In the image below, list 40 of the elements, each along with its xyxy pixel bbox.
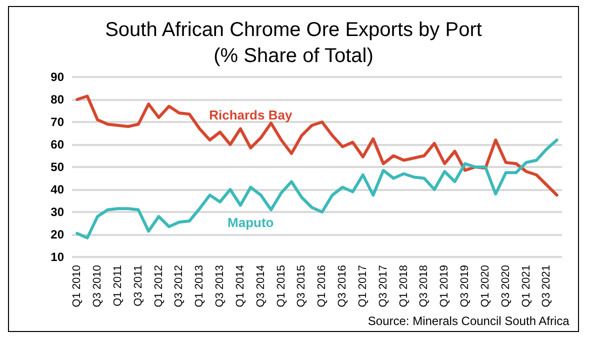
x-tick-label: Q1 2010 bbox=[71, 265, 84, 308]
x-tick-label: Q1 2014 bbox=[234, 265, 246, 308]
x-tick-label: Q1 2016 bbox=[316, 265, 328, 308]
x-tick-label: Q1 2015 bbox=[275, 265, 288, 308]
y-tick-label: 50 bbox=[50, 160, 64, 174]
chart-subtitle: (% Share of Total) bbox=[214, 45, 374, 67]
x-tick-label: Q3 2021 bbox=[540, 265, 553, 308]
series-label: Richards Bay bbox=[209, 107, 293, 122]
x-tick-label: Q3 2010 bbox=[92, 265, 104, 308]
x-tick-label: Q3 2012 bbox=[173, 265, 186, 308]
x-tick-label: Q3 2013 bbox=[214, 265, 226, 308]
y-tick-label: 20 bbox=[50, 228, 64, 242]
x-tick-label: Q3 2011 bbox=[132, 265, 144, 306]
x-tick-label: Q3 2017 bbox=[377, 265, 390, 308]
x-tick-label: Q1 2013 bbox=[194, 265, 206, 308]
x-tick-label: Q1 2017 bbox=[356, 265, 369, 308]
y-tick-label: 80 bbox=[50, 92, 64, 106]
x-tick-label: Q1 2018 bbox=[398, 265, 410, 308]
y-tick-label: 70 bbox=[50, 115, 64, 129]
x-tick-label: Q3 2019 bbox=[459, 265, 472, 308]
y-tick-label: 60 bbox=[50, 138, 64, 152]
chart-title: South African Chrome Ore Exports by Port bbox=[105, 19, 482, 41]
x-tick-label: Q1 2019 bbox=[438, 265, 451, 308]
y-tick-label: 30 bbox=[50, 205, 64, 219]
x-tick-label: Q3 2016 bbox=[336, 265, 349, 308]
series-label: Maputo bbox=[228, 214, 274, 230]
x-tick-label: Q1 2020 bbox=[479, 265, 492, 308]
x-tick-label: Q3 2014 bbox=[254, 265, 267, 308]
x-tick-label: Q1 2011 bbox=[112, 265, 124, 306]
x-tick-label: Q3 2020 bbox=[500, 265, 512, 308]
line-series bbox=[76, 94, 558, 197]
y-tick-label: 10 bbox=[50, 250, 64, 264]
y-tick-label: 90 bbox=[50, 70, 64, 84]
y-tick-label: 40 bbox=[50, 182, 64, 196]
line-series bbox=[76, 138, 558, 240]
x-tick-label: Q1 2021 bbox=[520, 265, 532, 308]
source-note: Source: Minerals Council South Africa bbox=[368, 314, 570, 328]
x-tick-label: Q3 2015 bbox=[296, 265, 308, 308]
x-tick-label: Q1 2012 bbox=[152, 265, 165, 308]
x-tick-label: Q3 2018 bbox=[418, 265, 430, 308]
